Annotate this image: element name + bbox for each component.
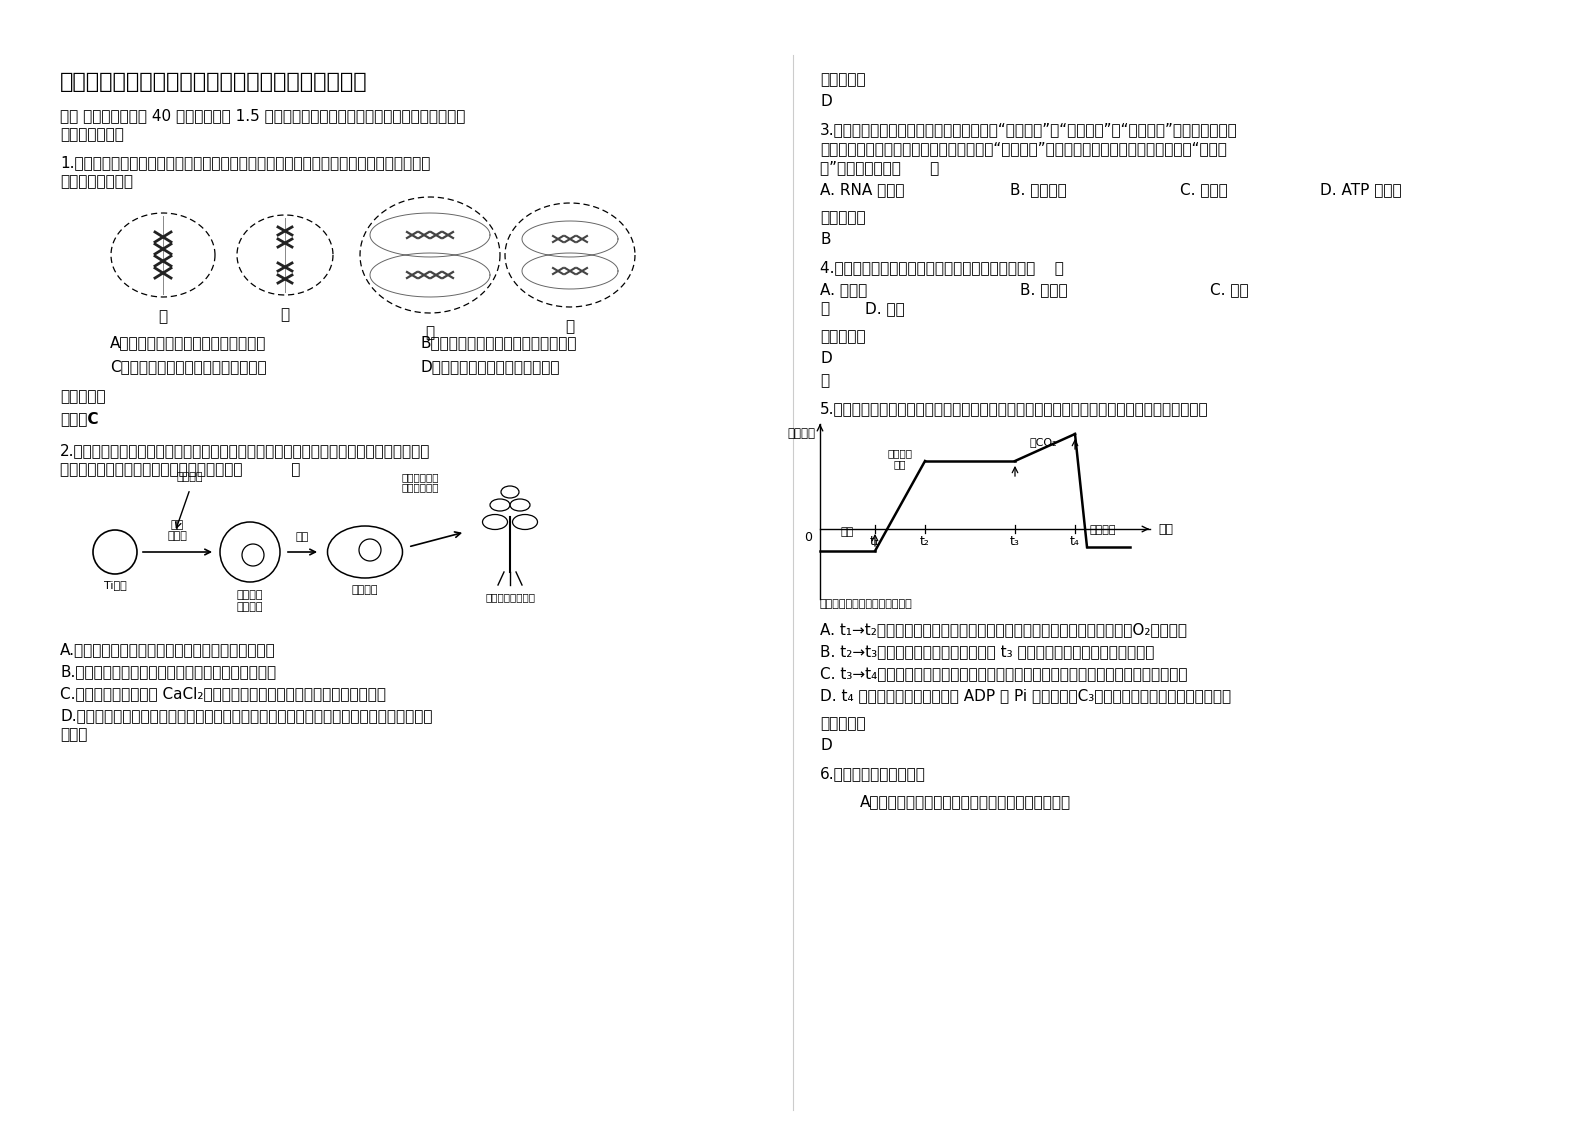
Text: 参考答案：: 参考答案： <box>820 210 865 226</box>
Text: 参考答案：: 参考答案： <box>820 72 865 88</box>
Text: 光合速率: 光合速率 <box>787 427 816 440</box>
Text: 0: 0 <box>805 531 813 544</box>
Text: D. ATP 水解酶: D. ATP 水解酶 <box>1320 182 1401 197</box>
Text: A. 细胞壁: A. 细胞壁 <box>820 282 867 297</box>
Text: t₁: t₁ <box>870 535 879 548</box>
Text: B: B <box>820 232 830 247</box>
Text: 答案：C: 答案：C <box>60 411 98 426</box>
Text: 甲: 甲 <box>159 309 168 324</box>
Text: t₃: t₃ <box>1009 535 1020 548</box>
Text: Ti质粒: Ti质粒 <box>103 580 127 590</box>
Text: C. 膜蛋白: C. 膜蛋白 <box>1181 182 1228 197</box>
Text: D: D <box>820 351 832 366</box>
Text: 2.为获得抗病毒的马铃薯植株，往往采用转基因技术，将一种目的基因转移到马铃薯体内。: 2.为获得抗病毒的马铃薯植株，往往采用转基因技术，将一种目的基因转移到马铃薯体内… <box>60 443 430 458</box>
Text: C．甲细胞和丁细胞中染色体组数相同: C．甲细胞和丁细胞中染色体组数相同 <box>110 359 267 374</box>
Text: A. RNA 聚合酶: A. RNA 聚合酶 <box>820 182 905 197</box>
Text: D．甲、丙、丁中都有同源染色体: D．甲、丙、丁中都有同源染色体 <box>421 359 560 374</box>
Text: 全表达: 全表达 <box>60 727 87 742</box>
Text: 江西省上饶市私立德爱中学高三生物模拟试卷含解析: 江西省上饶市私立德爱中学高三生物模拟试卷含解析 <box>60 72 368 92</box>
Text: B.修饰目的基因非编码区可使表达的蛋白质含量增高: B.修饰目的基因非编码区可使表达的蛋白质含量增高 <box>60 664 276 679</box>
Text: A. t₁→t₂，叶绿体类囊体膜上的色素吸收光能增加，基质中水光解加快、O₂释放增多: A. t₁→t₂，叶绿体类囊体膜上的色素吸收光能增加，基质中水光解加快、O₂释放… <box>820 622 1187 637</box>
Text: 略: 略 <box>820 373 828 388</box>
Text: A．卵巢中不可能同时出现这四种细胞: A．卵巢中不可能同时出现这四种细胞 <box>110 335 267 350</box>
Text: t₄: t₄ <box>1070 535 1079 548</box>
Text: D.检测目的基因是否成功导入农杆菌，方法是检测目的基因在马铃薯体内能否成功转录及完: D.检测目的基因是否成功导入农杆菌，方法是检测目的基因在马铃薯体内能否成功转录及… <box>60 708 433 723</box>
Text: 一、 选择题（本题共 40 小题，每小题 1.5 分。在每小题给出的四个选项中，只有一项是符合: 一、 选择题（本题共 40 小题，每小题 1.5 分。在每小题给出的四个选项中，… <box>60 108 465 123</box>
Text: C. 核糖: C. 核糖 <box>1209 282 1249 297</box>
Text: 时间: 时间 <box>1159 523 1173 535</box>
Text: 构建基因: 构建基因 <box>236 590 263 600</box>
Text: （弱光）: （弱光） <box>1090 525 1117 535</box>
Text: 导入: 导入 <box>170 519 184 530</box>
Text: 达，是维持细胞基本生命活动所必需的；而“奢侈基因”只在特定组织细胞中表达。下列属于“奢侈基: 达，是维持细胞基本生命活动所必需的；而“奢侈基因”只在特定组织细胞中表达。下列属… <box>820 141 1227 156</box>
Text: 目的基因插入: 目的基因插入 <box>402 472 438 482</box>
Text: A.该转基因马铃薯产生的配子中不一定含有目的基因: A.该转基因马铃薯产生的配子中不一定含有目的基因 <box>60 642 276 657</box>
Text: C. t₃→t₄，光照强度不变，光合速率的提高是由于光反应速率不变、碳反应增强的结果: C. t₃→t₄，光照强度不变，光合速率的提高是由于光反应速率不变、碳反应增强的… <box>820 666 1187 681</box>
Text: 4.噬菌体、乳酸菌、酵母菌都具有的物质或结构是（    ）: 4.噬菌体、乳酸菌、酵母菌都具有的物质或结构是（ ） <box>820 260 1063 275</box>
Text: 参考答案：: 参考答案： <box>820 716 865 732</box>
Text: 丙: 丙 <box>425 325 435 340</box>
Text: 农杆菌: 农杆菌 <box>167 531 187 541</box>
Text: 3.有人把分化细胞中表达的基因形象地分为“管家基因”和“奢侈基因”。“管家基因”在所有细胞中表: 3.有人把分化细胞中表达的基因形象地分为“管家基因”和“奢侈基因”。“管家基因”… <box>820 122 1238 137</box>
Text: 1.下列甲、乙、丙、丁四图分别为某二倍体高等动物正在进行细胞分裂的示意图，据图分析: 1.下列甲、乙、丙、丁四图分别为某二倍体高等动物正在进行细胞分裂的示意图，据图分… <box>60 155 430 171</box>
Text: 感染: 感染 <box>295 532 308 542</box>
Text: D: D <box>820 94 832 109</box>
Text: t₂: t₂ <box>920 535 930 548</box>
Text: 乙: 乙 <box>281 307 289 322</box>
Text: 5.下图是水生植物黑藻在光照等环境因素影响下光合速率变化的示意图。下列有关叙述正确的是: 5.下图是水生植物黑藻在光照等环境因素影响下光合速率变化的示意图。下列有关叙述正… <box>820 401 1209 416</box>
Text: D. t₄ 后短暂时间内，叶绿体中 ADP 和 Pi 含量升高，C₃化合物还原后的直接产物含量降低: D. t₄ 后短暂时间内，叶绿体中 ADP 和 Pi 含量升高，C₃化合物还原后… <box>820 688 1232 703</box>
Text: 抗病毒马铃薯植株: 抗病毒马铃薯植株 <box>486 592 535 603</box>
Text: 表达载体: 表达载体 <box>236 603 263 611</box>
Text: 充足固定: 充足固定 <box>887 448 913 458</box>
Text: C.导入农杆菌之前要用 CaCl₂处理土壤农杆菌，目的是增大细胞壁的通透性: C.导入农杆菌之前要用 CaCl₂处理土壤农杆菌，目的是增大细胞壁的通透性 <box>60 686 386 701</box>
Text: 以下说法正确的是: 以下说法正确的是 <box>60 174 133 188</box>
Text: 其过程大致如下图所示。下列说法错误的是（          ）: 其过程大致如下图所示。下列说法错误的是（ ） <box>60 462 300 477</box>
Text: A．人的身高在早晨略高于晚上，而体温略低于晚上: A．人的身高在早晨略高于晚上，而体温略低于晚上 <box>860 794 1071 809</box>
Text: 题目要求的。）: 题目要求的。） <box>60 127 124 142</box>
Text: 参考答案：: 参考答案： <box>60 389 106 404</box>
Text: B. 血红蛋白: B. 血红蛋白 <box>1009 182 1066 197</box>
Text: D: D <box>820 738 832 753</box>
Text: 丁: 丁 <box>565 319 574 334</box>
Text: 光照: 光照 <box>893 459 906 469</box>
Text: 目的基因: 目的基因 <box>176 472 203 482</box>
Text: 因”表达产物的是（      ）: 因”表达产物的是（ ） <box>820 160 940 175</box>
Text: B. t₂→t₃，碳反应限制光合作用。若在 t₃ 时刻增加光照，光合速率将再提高: B. t₂→t₃，碳反应限制光合作用。若在 t₃ 时刻增加光照，光合速率将再提高 <box>820 644 1154 659</box>
Text: 体: 体 <box>820 301 828 316</box>
Text: B. 细胞膜: B. 细胞膜 <box>1020 282 1068 297</box>
Text: 组织培养: 组织培养 <box>352 585 378 595</box>
Text: 充CO₂: 充CO₂ <box>1030 436 1057 447</box>
Text: 到马铃薯细胞: 到马铃薯细胞 <box>402 482 438 493</box>
Text: （注：箭头指为处理开始时间）: （注：箭头指为处理开始时间） <box>820 599 913 609</box>
Text: 参考答案：: 参考答案： <box>820 329 865 344</box>
Text: 6.下面哪种提法是对的？: 6.下面哪种提法是对的？ <box>820 766 925 781</box>
Text: B．丙细胞所示时期可以实现基因重组: B．丙细胞所示时期可以实现基因重组 <box>421 335 576 350</box>
Text: D. 核酸: D. 核酸 <box>865 301 905 316</box>
Text: 黑暗: 黑暗 <box>841 527 854 537</box>
